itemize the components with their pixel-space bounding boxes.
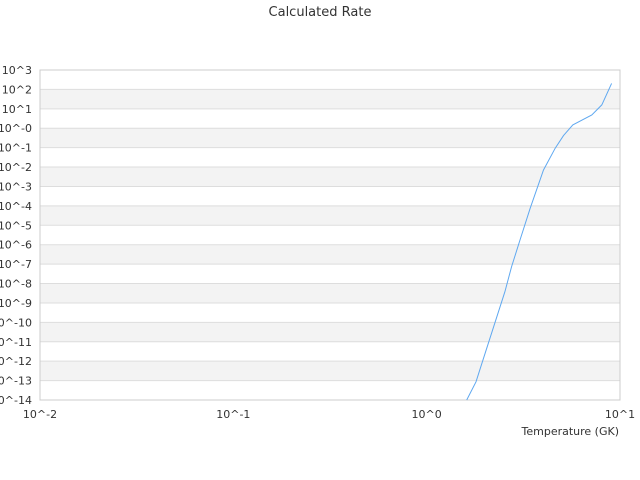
y-tick-label: 10^-12 — [0, 355, 32, 368]
grid-band — [40, 167, 620, 187]
y-tick-label: 10^-7 — [0, 258, 32, 271]
y-tick-label: 10^-8 — [0, 278, 32, 291]
y-tick-label: 10^-11 — [0, 336, 32, 349]
y-tick-label: 10^-0 — [0, 122, 32, 135]
x-axis-label: Temperature (GK) — [521, 425, 620, 438]
grid-band — [40, 302, 620, 323]
series-line — [466, 83, 613, 401]
y-tick-label: 10^2 — [2, 83, 32, 96]
grid-band — [40, 70, 620, 90]
grid-band — [40, 89, 620, 109]
y-tick-label: 10^1 — [2, 103, 32, 116]
y-tick-label: 10^-1 — [0, 142, 32, 155]
grid-band — [40, 205, 620, 226]
grid-band — [40, 283, 620, 303]
grid-band — [40, 186, 620, 206]
y-tick-label: 10^-2 — [0, 161, 32, 174]
y-tick-label: 10^-13 — [0, 375, 32, 388]
y-tick-label: 10^-5 — [0, 219, 32, 232]
y-tick-label: 10^3 — [2, 64, 32, 77]
grid-band — [40, 322, 620, 342]
grid-band — [40, 380, 620, 400]
grid-band — [40, 108, 620, 129]
x-tick-label: 10^-1 — [216, 408, 250, 421]
grid-band — [40, 147, 620, 168]
grid-band — [40, 361, 620, 381]
x-tick-label: 10^1 — [605, 408, 635, 421]
x-tick-label: 10^0 — [412, 408, 442, 421]
y-tick-label: 10^-10 — [0, 316, 32, 329]
grid-band — [40, 264, 620, 284]
grid-band — [40, 128, 620, 148]
y-tick-label: 10^-4 — [0, 200, 32, 213]
y-tick-label: 10^-3 — [0, 180, 32, 193]
grid-band — [40, 225, 620, 245]
plot-border — [39, 69, 621, 401]
grid-band — [40, 244, 620, 265]
y-tick-label: 10^-6 — [0, 239, 32, 252]
y-tick-label: 10^-14 — [0, 394, 32, 407]
x-tick-label: 10^-2 — [23, 408, 57, 421]
grid-band — [40, 341, 620, 362]
y-tick-label: 10^-9 — [0, 297, 32, 310]
chart-title: Calculated Rate — [269, 5, 372, 20]
